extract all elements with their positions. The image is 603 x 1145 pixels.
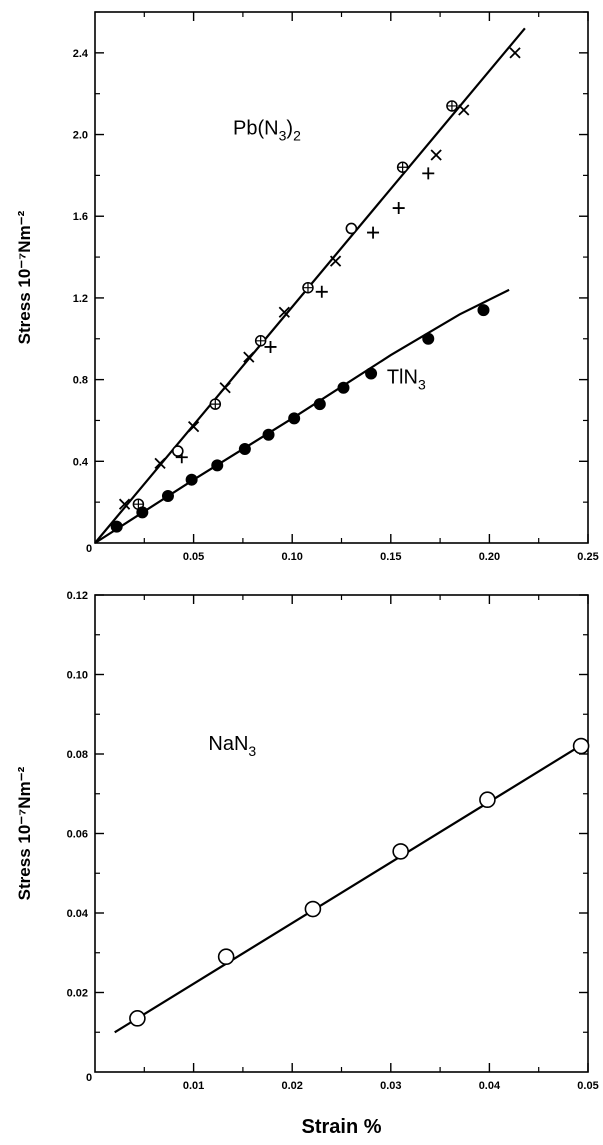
data-point-plus — [367, 227, 379, 239]
fit-line-2 — [95, 290, 509, 543]
y-tick-label: 0.06 — [67, 829, 88, 841]
data-point-circle-filled — [423, 333, 434, 344]
data-point-circle-cross — [398, 162, 408, 172]
annotation-main: TlN — [387, 367, 418, 389]
x-tick-label: 0.03 — [380, 1080, 401, 1092]
y-axis-label: Stress 10⁻⁷Nm⁻² — [15, 210, 34, 344]
x-tick-label: 0.20 — [479, 551, 500, 563]
data-point-circle-open — [574, 739, 589, 754]
y-tick-label: 0.4 — [73, 456, 89, 468]
y-tick-label: 0.08 — [67, 749, 88, 761]
origin-label: 0 — [86, 1072, 92, 1084]
data-point-circle-filled — [289, 413, 300, 424]
x-tick-label: 0.02 — [281, 1080, 302, 1092]
data-point-plus — [316, 286, 328, 298]
annotation-subscript: 3 — [248, 743, 256, 759]
y-tick-label: 1.6 — [73, 211, 88, 223]
y-tick-label: 0.04 — [67, 908, 89, 920]
data-point-circle-filled — [239, 444, 250, 455]
data-point-circle-cross — [447, 101, 457, 111]
plot-frame — [95, 12, 588, 543]
x-tick-label: 0.25 — [577, 551, 598, 563]
data-point-x — [459, 105, 469, 115]
series-annotation: Pb(N3)2 — [233, 118, 301, 144]
y-tick-label: 0.02 — [67, 988, 88, 1000]
x-tick-label: 0.04 — [479, 1080, 501, 1092]
data-point-circle-filled — [338, 382, 349, 393]
y-tick-label: 0.12 — [67, 590, 88, 602]
data-point-circle-filled — [478, 305, 489, 316]
chart-panel-1: 0.05 0.10 0.15 0.20 0.25 0.4 0.8 1.2 1.6 2.0 2.4 0 S… — [15, 12, 599, 563]
data-point-x — [155, 458, 165, 468]
data-point-circle-filled — [137, 507, 148, 518]
data-point-circle-open — [480, 792, 495, 807]
data-point-circle-cross — [210, 399, 220, 409]
x-tick-label: 0.15 — [380, 551, 401, 563]
data-point-x — [244, 352, 254, 362]
series-annotation: NaN3 — [208, 733, 256, 759]
annotation-main: NaN — [208, 733, 248, 755]
x-tick-label: 0.01 — [183, 1080, 204, 1092]
data-point-plus — [265, 341, 277, 353]
fit-line-1 — [115, 745, 581, 1032]
data-point-circle-cross — [256, 336, 266, 346]
data-point-circle-filled — [162, 491, 173, 502]
y-tick-label: 0.8 — [73, 375, 88, 387]
data-point-x — [220, 383, 230, 393]
data-point-circle-filled — [263, 429, 274, 440]
annotation-paren: ) — [286, 118, 293, 140]
data-point-circle-open — [305, 902, 320, 917]
data-point-circle-filled — [212, 460, 223, 471]
data-point-x — [331, 256, 341, 266]
x-tick-label: 0.05 — [577, 1080, 598, 1092]
data-point-circle-open — [393, 844, 408, 859]
y-tick-label: 2.4 — [73, 48, 89, 60]
x-tick-label: 0.05 — [183, 551, 204, 563]
data-point-x — [510, 48, 520, 58]
data-point-circle-cross — [303, 283, 313, 293]
annotation-subscript: 3 — [279, 128, 287, 144]
data-point-plus — [393, 202, 405, 214]
annotation-subscript-2: 2 — [293, 128, 301, 144]
annotation-main: Pb(N — [233, 118, 279, 140]
data-point-circle-open — [219, 949, 234, 964]
y-axis-label: Stress 10⁻⁷Nm⁻² — [15, 766, 34, 900]
origin-label: 0 — [86, 543, 92, 555]
plot-frame — [95, 595, 588, 1072]
chart-panel-2: 0.01 0.02 0.03 0.04 0.05 0.02 0.04 0.06 0.08 0.10… — [15, 590, 599, 1138]
data-point-x — [189, 422, 199, 432]
data-point-circle-filled — [111, 521, 122, 532]
data-point-circle-open — [130, 1011, 145, 1026]
y-tick-label: 0.10 — [67, 670, 88, 682]
data-point-circle-open — [346, 223, 356, 233]
data-point-circle-filled — [366, 368, 377, 379]
series-annotation: TlN3 — [387, 367, 426, 393]
y-tick-label: 1.2 — [73, 293, 88, 305]
x-tick-label: 0.10 — [281, 551, 302, 563]
data-point-circle-filled — [186, 474, 197, 485]
y-tick-label: 2.0 — [73, 130, 88, 142]
data-point-circle-filled — [314, 399, 325, 410]
data-point-circle-open — [173, 446, 183, 456]
data-point-plus — [422, 167, 434, 179]
data-point-x — [431, 150, 441, 160]
x-axis-label: Strain % — [301, 1116, 381, 1138]
annotation-subscript: 3 — [418, 377, 426, 393]
